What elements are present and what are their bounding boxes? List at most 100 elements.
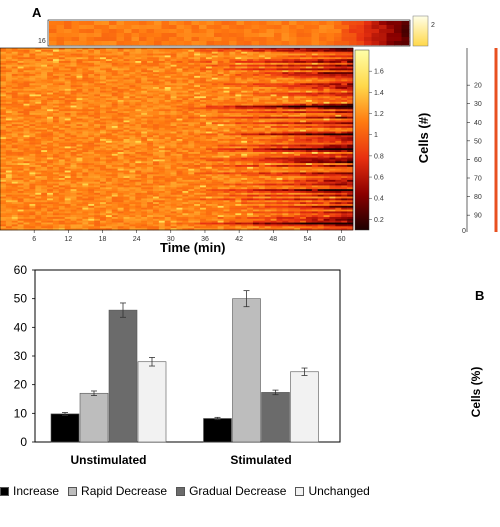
heatmap-cell [47, 122, 54, 125]
heatmap-cell [217, 181, 224, 184]
heatmap-cell [205, 114, 213, 118]
heatmap-cell [347, 165, 354, 168]
inset-cell [281, 29, 290, 34]
heatmap-cell [276, 113, 283, 116]
heatmap-cell [188, 131, 195, 134]
heatmap-cell [94, 129, 101, 132]
inset-cell [334, 29, 342, 34]
heatmap-cell [335, 172, 342, 175]
heatmap-cell [88, 155, 95, 158]
heatmap-cell [11, 137, 18, 140]
heatmap-cell [264, 111, 271, 114]
heatmap-cell [64, 74, 71, 77]
heatmap-cell [147, 142, 154, 145]
heatmap-cell [0, 83, 7, 86]
heatmap-cell [270, 170, 277, 173]
inset-cell [154, 37, 162, 42]
heatmap-cell [17, 133, 24, 136]
heatmap-cell [300, 159, 307, 162]
heatmap-cell [347, 127, 354, 131]
heatmap-cell [282, 75, 289, 79]
heatmap-cell [70, 66, 77, 69]
heatmap-cell [200, 87, 207, 90]
heatmap-cell [82, 90, 89, 93]
inset-cell [274, 25, 282, 30]
heatmap-cell [211, 85, 218, 88]
heatmap-cell [205, 157, 213, 160]
heatmap-cell [264, 114, 271, 118]
heatmap-cell [258, 113, 266, 116]
heatmap-cells [0, 48, 354, 231]
heatmap-cell [147, 189, 154, 192]
heatmap-cell [123, 114, 130, 118]
heatmap-cell [164, 165, 171, 168]
heatmap-cell [294, 174, 301, 177]
heatmap-cell [300, 122, 307, 125]
heatmap-cell [182, 49, 189, 53]
heatmap-cell [258, 53, 266, 56]
heatmap-cell [282, 176, 289, 179]
heatmap-cell [264, 161, 271, 164]
heatmap-cell [182, 55, 189, 58]
heatmap-cell [305, 85, 313, 88]
heatmap-cell [223, 100, 230, 103]
heatmap-cell [247, 62, 254, 66]
heatmap-cell [241, 166, 248, 170]
heatmap-cell [264, 191, 271, 194]
heatmap-cell [29, 178, 36, 181]
heatmap-cell [335, 183, 342, 186]
heatmap-cell [0, 66, 7, 69]
heatmap-cell [70, 122, 77, 125]
heatmap-cell [294, 111, 301, 114]
inset-cell [221, 29, 230, 34]
heatmap-cell [235, 49, 242, 53]
heatmap-cell [323, 165, 330, 168]
heatmap-cell [252, 72, 260, 75]
heatmap-cell [41, 48, 48, 51]
heatmap-cell [264, 178, 271, 181]
heatmap-cell [229, 98, 236, 101]
heatmap-cell [264, 165, 271, 168]
heatmap-cell [29, 124, 36, 127]
heatmap-cell [323, 157, 330, 160]
heatmap-cell [258, 166, 266, 170]
inset-cell [86, 41, 95, 46]
heatmap-cell [323, 174, 330, 177]
heatmap-cell [347, 49, 354, 53]
heatmap-cell [252, 148, 260, 151]
heatmap-cell [17, 163, 24, 166]
heatmap-cell [182, 90, 189, 93]
heatmap-cell [117, 92, 124, 95]
heatmap-cell [111, 157, 118, 160]
heatmap-cell [123, 59, 130, 62]
heatmap-cell [64, 163, 71, 166]
heatmap-cell [300, 139, 307, 142]
heatmap-cell [223, 53, 230, 56]
heatmap-cell [270, 129, 277, 132]
heatmap-cell [241, 109, 248, 112]
inset-cell [379, 29, 387, 34]
heatmap-cell [252, 185, 260, 188]
heatmap-cell [52, 101, 60, 105]
heatmap-cell [5, 59, 13, 62]
heatmap-cell [41, 109, 48, 112]
heatmap-cell [111, 88, 118, 92]
heatmap-cell [152, 87, 160, 90]
heatmap-cell [211, 116, 218, 119]
heatmap-cell [147, 107, 154, 110]
heatmap-cell [182, 124, 189, 127]
heatmap-cell [223, 79, 230, 82]
heatmap-cell [123, 109, 130, 112]
heatmap-cell [205, 174, 213, 177]
heatmap-cell [188, 88, 195, 92]
heatmap-cell [270, 152, 277, 155]
heatmap-cell [23, 146, 30, 149]
heatmap-cell [135, 131, 142, 134]
heatmap-cell [217, 88, 224, 92]
inset-cell [401, 37, 410, 42]
heatmap-cell [158, 113, 166, 116]
heatmap-cell [117, 176, 124, 179]
heatmap-cell [200, 103, 207, 106]
heatmap-cell [329, 166, 336, 170]
heatmap-cell [247, 133, 254, 136]
